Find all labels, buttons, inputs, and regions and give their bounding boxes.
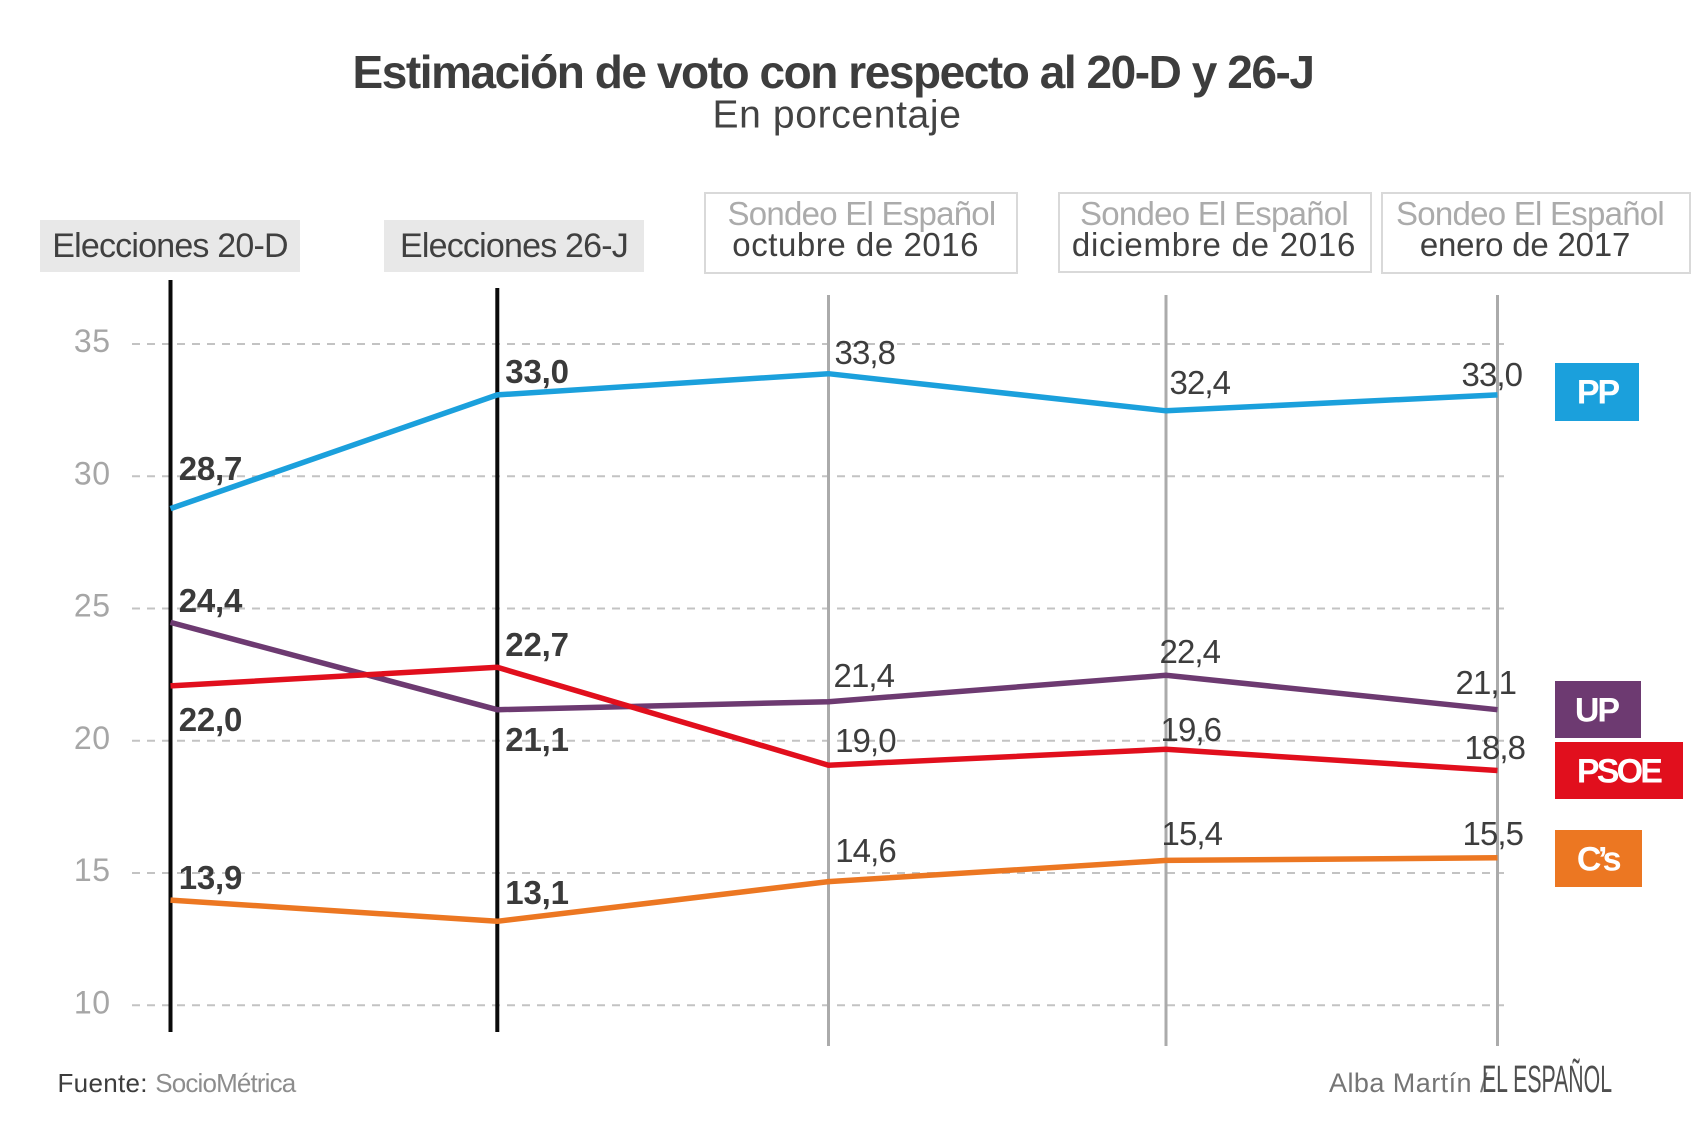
svg-text:Sondeo El Español: Sondeo El Español (1080, 195, 1348, 232)
svg-text:15,4: 15,4 (1162, 815, 1223, 852)
svg-text:UP: UP (1575, 692, 1620, 730)
svg-text:C’s: C’s (1577, 841, 1621, 879)
svg-text:28,7: 28,7 (179, 450, 242, 487)
svg-text:diciembre de 2016: diciembre de 2016 (1072, 226, 1356, 263)
svg-text:10: 10 (74, 984, 111, 1020)
svg-text:33,8: 33,8 (835, 334, 896, 371)
svg-text:19,6: 19,6 (1161, 711, 1222, 748)
svg-text:19,0: 19,0 (835, 722, 896, 759)
svg-text:22,0: 22,0 (179, 701, 242, 738)
svg-text:25: 25 (74, 588, 111, 624)
svg-text:PP: PP (1577, 374, 1620, 412)
svg-text:22,4: 22,4 (1160, 633, 1221, 670)
svg-text:enero de 2017: enero de 2017 (1420, 226, 1630, 263)
svg-text:32,4: 32,4 (1170, 364, 1231, 401)
svg-text:21,1: 21,1 (1456, 664, 1517, 701)
svg-text:21,4: 21,4 (834, 657, 895, 694)
svg-text:13,9: 13,9 (179, 859, 242, 896)
svg-text:Sondeo El Español: Sondeo El Español (1396, 195, 1664, 232)
svg-text:20: 20 (74, 720, 111, 756)
svg-text:EL ESPAÑOL: EL ESPAÑOL (1482, 1057, 1612, 1100)
svg-text:Fuente: SocioMétrica: Fuente: SocioMétrica (58, 1068, 297, 1098)
svg-text:octubre de 2016: octubre de 2016 (732, 226, 979, 263)
svg-text:33,0: 33,0 (1462, 356, 1523, 393)
svg-text:Alba Martín /: Alba Martín / (1329, 1068, 1488, 1098)
svg-text:15,5: 15,5 (1463, 815, 1524, 852)
svg-text:Elecciones 26-J: Elecciones 26-J (400, 227, 628, 265)
svg-text:18,8: 18,8 (1465, 729, 1526, 766)
svg-text:En porcentaje: En porcentaje (712, 94, 961, 137)
svg-text:35: 35 (74, 323, 111, 359)
svg-text:Estimación de voto con respect: Estimación de voto con respecto al 20-D … (353, 46, 1314, 98)
svg-text:33,0: 33,0 (505, 353, 568, 390)
svg-text:13,1: 13,1 (505, 874, 568, 911)
svg-text:PSOE: PSOE (1577, 753, 1662, 791)
svg-text:14,6: 14,6 (835, 832, 896, 869)
svg-text:Elecciones 20-D: Elecciones 20-D (52, 227, 288, 265)
svg-text:22,7: 22,7 (505, 626, 568, 663)
svg-text:24,4: 24,4 (179, 582, 243, 619)
svg-text:21,1: 21,1 (505, 721, 568, 758)
svg-text:15: 15 (74, 852, 111, 888)
svg-text:30: 30 (74, 455, 111, 491)
svg-text:Sondeo El Español: Sondeo El Español (728, 195, 996, 232)
